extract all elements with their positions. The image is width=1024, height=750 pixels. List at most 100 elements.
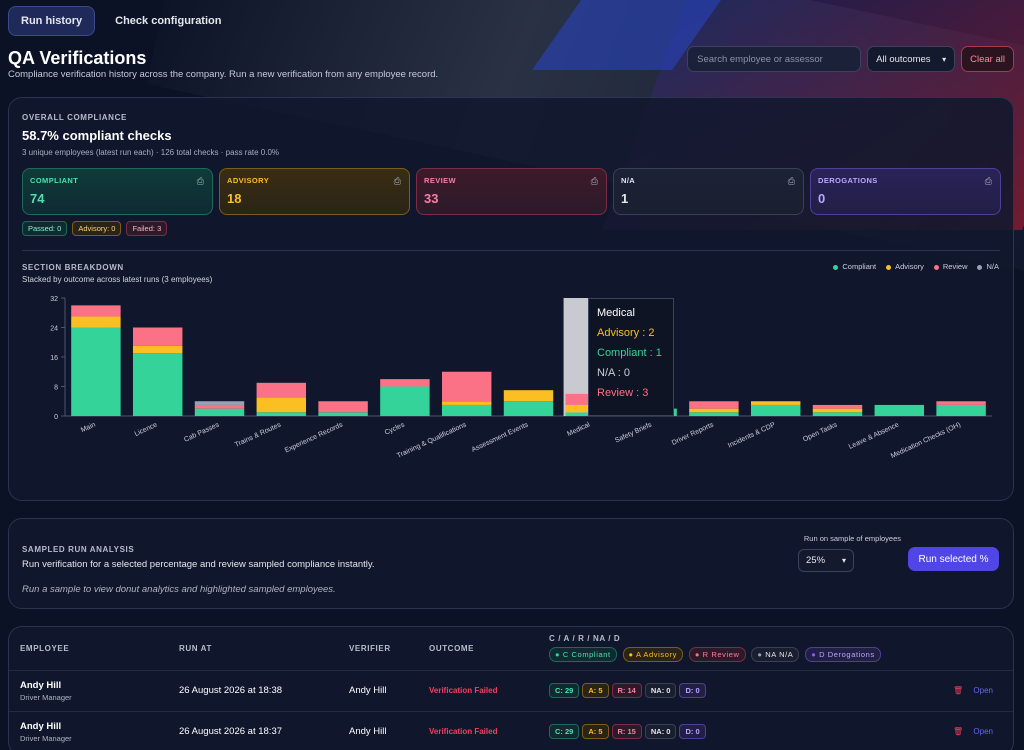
trash-icon[interactable]: 🗑 — [953, 727, 964, 737]
outcome-select[interactable]: All outcomes ▾ — [867, 46, 956, 72]
run-selected-button[interactable]: Run selected % — [908, 547, 999, 571]
count-legend: ● C Compliant ● A Advisory ● R Review ● … — [549, 647, 953, 663]
tooltip-line-compliant: Compliant : 1 — [597, 347, 662, 359]
bar-segment-compliant — [874, 404, 925, 416]
tab-run-history[interactable]: Run history — [8, 6, 96, 36]
legend-item-na: N/A — [977, 262, 999, 271]
x-tick-label: Medical — [566, 421, 591, 438]
stat-label: N/A — [621, 176, 636, 185]
bar-segment-compliant — [503, 401, 554, 416]
clear-all-button[interactable]: Clear all — [961, 46, 1014, 72]
stat-label: COMPLIANT — [30, 176, 79, 185]
stat-label: DEROGATIONS — [818, 176, 878, 185]
stat-advisory[interactable]: ADVISORY 18 ⎙ — [219, 168, 410, 215]
employee-name: Andy Hill — [20, 720, 62, 732]
tooltip-line-review: Review : 3 — [597, 387, 649, 399]
chip-advisory[interactable]: Advisory: 0 — [72, 221, 122, 236]
outcome-select-value: All outcomes — [876, 53, 931, 65]
column-header: EMPLOYEE — [20, 643, 70, 653]
count-review: R: 14 — [611, 683, 642, 698]
bar-segment-review — [380, 379, 430, 387]
bar-segment-compliant — [812, 412, 863, 416]
result-chips: Passed: 0 Advisory: 0 Failed: 3 — [22, 221, 168, 236]
filter-bar: All outcomes ▾ Clear all — [687, 46, 1014, 72]
chip-failed[interactable]: Failed: 3 — [126, 221, 168, 236]
legend-label: Advisory — [895, 262, 924, 271]
counts-cell: C: 29 A: 5 R: 15 NA: 0 D: 0 — [549, 710, 953, 750]
sampled-run-card: SAMPLED RUN ANALYSIS Run verification fo… — [8, 518, 1014, 609]
stat-value: 1 — [621, 191, 629, 206]
y-tick-label: 0 — [54, 414, 58, 421]
search-input[interactable] — [687, 46, 862, 72]
printer-icon[interactable]: ⎙ — [787, 176, 795, 186]
open-link[interactable]: Open — [973, 686, 993, 695]
printer-icon[interactable]: ⎙ — [984, 176, 992, 186]
compliance-summary: 3 unique employees (latest run each) · 1… — [22, 148, 280, 157]
bar-segment-compliant — [689, 412, 739, 416]
bar-segment-review — [71, 305, 121, 317]
bar-segment-compliant — [194, 408, 245, 416]
stat-label: ADVISORY — [227, 176, 270, 185]
legend-label: N/A — [986, 262, 999, 271]
y-tick-label: 8 — [54, 385, 58, 392]
column-header-counts: C / A / R / NA / D ● C Compliant ● A Adv… — [549, 627, 953, 670]
sampled-description: Run verification for a selected percenta… — [22, 559, 375, 570]
printer-icon[interactable]: ⎙ — [590, 176, 598, 186]
chevron-down-icon: ▾ — [942, 54, 947, 64]
stat-value: 74 — [30, 191, 45, 206]
count-compliant: C: 29 — [549, 724, 580, 740]
legend-item-compliant: Compliant — [833, 262, 876, 271]
y-tick-label: 32 — [50, 296, 58, 303]
bar-segment-review — [132, 327, 183, 346]
column-header: C / A / R / NA / D — [549, 634, 621, 644]
bar-segment-advisory — [132, 345, 183, 354]
stat-review[interactable]: REVIEW 33 ⎙ — [416, 168, 607, 215]
sample-percent-select[interactable]: 25% ▾ — [798, 549, 854, 572]
x-tick-label: Driver Reports — [671, 421, 715, 447]
y-tick-label: 16 — [50, 355, 58, 362]
count-review: R: 15 — [611, 724, 642, 740]
runs-table: EMPLOYEE RUN AT VERIFIER OUTCOME C / A /… — [9, 627, 1013, 750]
sample-percent-value: 25% — [806, 555, 826, 566]
divider — [22, 250, 1000, 251]
printer-icon[interactable]: ⎙ — [196, 176, 204, 186]
stat-derogations[interactable]: DEROGATIONS 0 ⎙ — [810, 168, 1001, 215]
legend-item-review: Review — [933, 262, 967, 271]
trash-icon[interactable]: 🗑 — [953, 686, 964, 695]
x-tick-label: Training & Qualifications — [396, 421, 468, 460]
bar-segment-advisory — [71, 316, 121, 328]
chip-passed[interactable]: Passed: 0 — [22, 221, 68, 236]
bar-segment-compliant — [441, 404, 492, 416]
bar-segment-review — [441, 371, 492, 402]
stat-value: 33 — [424, 191, 439, 206]
tooltip-title: Medical — [597, 307, 635, 319]
overall-compliance-card: OVERALL COMPLIANCE 58.7% compliant check… — [8, 97, 1014, 501]
table-row[interactable]: Andy Hill Driver Manager 26 August 2026 … — [9, 710, 1013, 750]
tooltip-line-advisory: Advisory : 2 — [597, 327, 655, 339]
breakdown-subtitle: Stacked by outcome across latest runs (3… — [22, 275, 213, 284]
verifier-cell: Andy Hill — [349, 669, 429, 711]
outcome-cell: Verification Failed — [429, 710, 549, 750]
tab-check-configuration[interactable]: Check configuration — [115, 15, 222, 27]
printer-icon[interactable]: ⎙ — [393, 176, 401, 186]
employee-cell: Andy Hill Driver Manager — [9, 669, 179, 711]
bar-segment-advisory — [812, 408, 863, 413]
employee-name: Andy Hill — [20, 679, 62, 691]
runs-table-card: EMPLOYEE RUN AT VERIFIER OUTCOME C / A /… — [8, 626, 1014, 750]
count-advisory: A: 5 — [582, 683, 609, 698]
column-header: RUN AT — [179, 643, 212, 653]
compliance-headline: 58.7% compliant checks — [22, 128, 172, 143]
bar-segment-review — [936, 401, 986, 405]
stat-na[interactable]: N/A 1 ⎙ — [613, 168, 804, 215]
open-link[interactable]: Open — [973, 727, 993, 737]
bar-segment-advisory — [689, 408, 739, 413]
x-tick-label: Incidents & CDP — [727, 421, 777, 449]
stat-compliant[interactable]: COMPLIANT 74 ⎙ — [22, 168, 213, 215]
page-title: QA Verifications — [8, 48, 147, 68]
table-row[interactable]: Andy Hill Driver Manager 26 August 2026 … — [9, 669, 1013, 711]
bar-segment-review — [318, 401, 368, 413]
bar-segment-review — [689, 401, 739, 409]
bar-segment-compliant — [71, 327, 121, 416]
stat-label: REVIEW — [424, 176, 456, 185]
breakdown-section-label: SECTION BREAKDOWN — [22, 263, 124, 272]
